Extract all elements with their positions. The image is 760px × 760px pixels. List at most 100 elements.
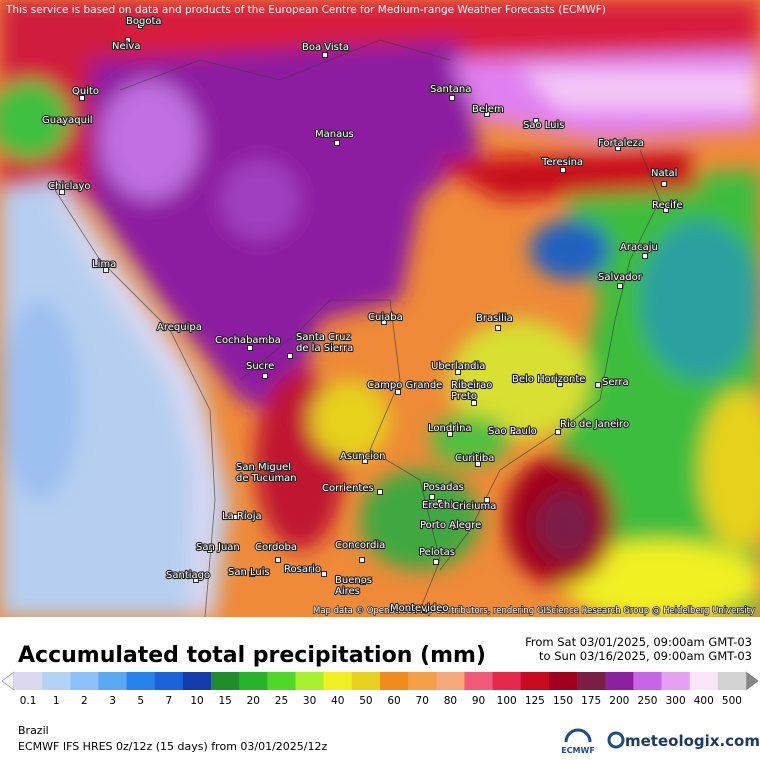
city-marker	[449, 95, 455, 101]
legend-label: 5	[137, 695, 144, 707]
city-label: Londrina	[428, 423, 472, 434]
city-label: Natal	[651, 168, 677, 179]
legend-label: 60	[387, 695, 400, 707]
map-attribution: Map data © OpenStreetMap contributors, r…	[313, 606, 755, 616]
city-label: Sao Paulo	[488, 426, 537, 437]
city-marker	[262, 373, 268, 379]
city-marker	[79, 95, 85, 101]
city-marker	[125, 37, 131, 43]
city-marker	[59, 119, 65, 125]
city-marker	[661, 181, 667, 187]
city-marker	[433, 559, 439, 565]
city-label: Arequipa	[157, 322, 202, 333]
brand-text[interactable]: meteologix.com	[625, 732, 760, 750]
city-marker	[287, 353, 293, 359]
city-label: Recife	[652, 200, 683, 211]
city-label: Campo Grande	[367, 380, 442, 391]
legend-label: 0.1	[20, 695, 37, 707]
city-label: Manaus	[315, 129, 354, 140]
city-label: Curitiba	[455, 453, 494, 464]
legend-label: 15	[218, 695, 231, 707]
city-marker	[452, 524, 458, 530]
legend-label: 1	[53, 695, 60, 707]
region: Brazil	[18, 724, 49, 737]
city-marker	[381, 319, 387, 325]
city-marker	[137, 23, 143, 29]
city-label: Cordoba	[255, 542, 297, 553]
city-marker	[495, 325, 501, 331]
legend-swatch	[577, 672, 606, 690]
city-label: Criciuma	[452, 501, 496, 512]
brand-logo[interactable]: meteologix.com	[607, 731, 760, 750]
city-label: Bogota	[126, 16, 162, 27]
legend-label: 300	[666, 695, 686, 707]
city-marker	[447, 431, 453, 437]
city-marker	[362, 458, 368, 464]
city-label: Brasilia	[476, 313, 513, 324]
legend-label: 50	[359, 695, 372, 707]
city-label: Porto Alegre	[420, 520, 481, 531]
city-label: San Luis	[228, 567, 270, 578]
city-marker	[334, 140, 340, 146]
city-marker	[617, 283, 623, 289]
city-label: Pelotas	[419, 547, 455, 558]
city-marker	[533, 118, 539, 124]
city-marker	[475, 461, 481, 467]
city-label: Fortaleza	[598, 138, 644, 149]
legend-label: 25	[275, 695, 288, 707]
city-label: Santa Cruz	[296, 332, 351, 343]
city-label: Chiclayo	[48, 181, 91, 192]
legend-swatch	[323, 672, 353, 690]
legend-swatch	[689, 672, 719, 690]
legend-arrow-left	[1, 671, 15, 691]
city-label: Teresina	[541, 157, 583, 168]
city-label: de Tucuman	[236, 473, 297, 484]
city-marker	[471, 400, 477, 406]
city-label: Cochabamba	[215, 335, 281, 346]
city-marker	[322, 52, 328, 58]
city-marker	[103, 267, 109, 273]
legend-swatch	[351, 672, 381, 690]
city-label: Asuncion	[340, 451, 385, 462]
city-marker	[663, 207, 669, 213]
legend-label: 20	[247, 695, 260, 707]
color-legend: 0.1 1 2 3 5 7 10 15 20 25 30 40 50 60 70 80 90 100 125 150 1…	[1, 671, 759, 707]
legend-label: 2	[81, 695, 88, 707]
city-marker	[595, 382, 601, 388]
city-label: San Miguel	[236, 462, 291, 473]
period-to: to Sun 03/16/2025, 09:00am GMT-03	[539, 649, 752, 663]
city-label: Sao Luis	[523, 120, 565, 131]
city-label: Boa Vista	[302, 42, 349, 53]
city-label: Corrientes	[322, 483, 374, 494]
legend-swatch	[14, 672, 43, 690]
city-marker	[615, 145, 621, 151]
legend-label: 80	[444, 695, 457, 707]
legend-label: 40	[331, 695, 344, 707]
city-label: San Juan	[196, 542, 240, 553]
legend-label: 3	[109, 695, 116, 707]
city-label: Guayaquil	[42, 115, 93, 126]
city-label: Uberlandia	[431, 361, 485, 372]
city-marker	[262, 463, 268, 469]
legend-label: 100	[497, 695, 517, 707]
legend-label: 150	[553, 695, 573, 707]
city-marker	[247, 345, 253, 351]
legend-swatch	[520, 672, 550, 690]
legend-swatch	[492, 672, 522, 690]
city-marker	[360, 579, 366, 585]
legend-swatch	[295, 672, 324, 690]
city-marker	[455, 369, 461, 375]
city-label: La Rioja	[222, 511, 262, 522]
legend-swatch	[42, 672, 71, 690]
legend-label: 70	[416, 695, 429, 707]
legend-label: 90	[472, 695, 485, 707]
city-label: de la Sierra	[296, 343, 353, 354]
legend-label: 200	[609, 695, 629, 707]
city-marker	[359, 557, 365, 563]
legend-swatch	[380, 672, 409, 690]
city-marker	[193, 577, 199, 583]
city-marker	[275, 557, 281, 563]
city-marker	[321, 571, 327, 577]
city-label: Buenos	[335, 575, 372, 586]
city-label: Salvador	[598, 272, 643, 283]
